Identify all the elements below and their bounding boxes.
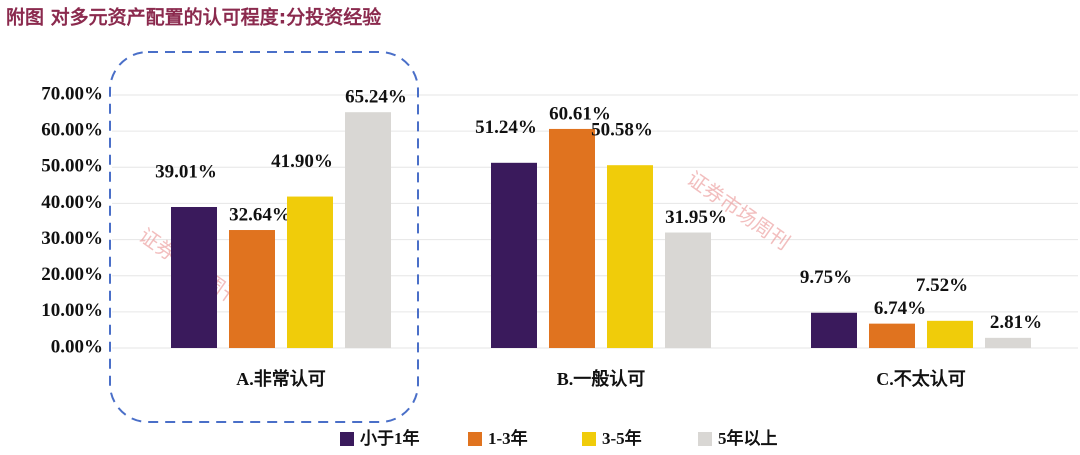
- value-label: 41.90%: [271, 151, 333, 172]
- value-label: 50.58%: [591, 120, 653, 141]
- x-tick-label: A.非常认可: [236, 368, 326, 389]
- bar: [229, 230, 275, 348]
- value-label: 31.95%: [665, 207, 727, 228]
- legend-swatch: [340, 432, 354, 446]
- legend-label: 5年以上: [718, 428, 778, 448]
- bar: [171, 207, 217, 348]
- y-tick-label: 0.00%: [51, 336, 103, 357]
- bar: [869, 323, 915, 348]
- bar: [985, 337, 1031, 348]
- y-tick-label: 30.00%: [41, 228, 103, 249]
- y-tick-label: 50.00%: [41, 156, 103, 177]
- x-tick-label: C.不太认可: [876, 368, 966, 389]
- chart-title: 附图 对多元资产配置的认可程度:分投资经验: [6, 6, 382, 29]
- value-label: 9.75%: [800, 267, 852, 288]
- y-tick-label: 60.00%: [41, 120, 103, 141]
- bar: [491, 162, 537, 348]
- bar: [287, 196, 333, 348]
- bar: [927, 320, 973, 348]
- y-tick-label: 20.00%: [41, 264, 103, 285]
- value-label: 2.81%: [990, 312, 1042, 333]
- value-label: 51.24%: [475, 117, 537, 138]
- bar: [811, 312, 857, 348]
- legend-swatch: [468, 432, 482, 446]
- legend-label: 1-3年: [488, 428, 528, 448]
- bar: [665, 232, 711, 348]
- legend-swatch: [582, 432, 596, 446]
- legend-swatch: [698, 432, 712, 446]
- bar: [345, 112, 391, 348]
- bar: [607, 165, 653, 348]
- y-tick-label: 10.00%: [41, 300, 103, 321]
- y-tick-label: 40.00%: [41, 192, 103, 213]
- legend-label: 3-5年: [602, 428, 642, 448]
- y-tick-label: 70.00%: [41, 83, 103, 104]
- bar: [549, 128, 595, 348]
- value-label: 7.52%: [916, 275, 968, 296]
- value-label: 65.24%: [345, 87, 407, 108]
- value-label: 32.64%: [229, 204, 291, 225]
- value-label: 39.01%: [155, 161, 217, 182]
- value-label: 60.61%: [549, 103, 611, 124]
- x-tick-label: B.一般认可: [557, 368, 646, 389]
- legend-label: 小于1年: [360, 428, 420, 448]
- value-label: 6.74%: [874, 298, 926, 319]
